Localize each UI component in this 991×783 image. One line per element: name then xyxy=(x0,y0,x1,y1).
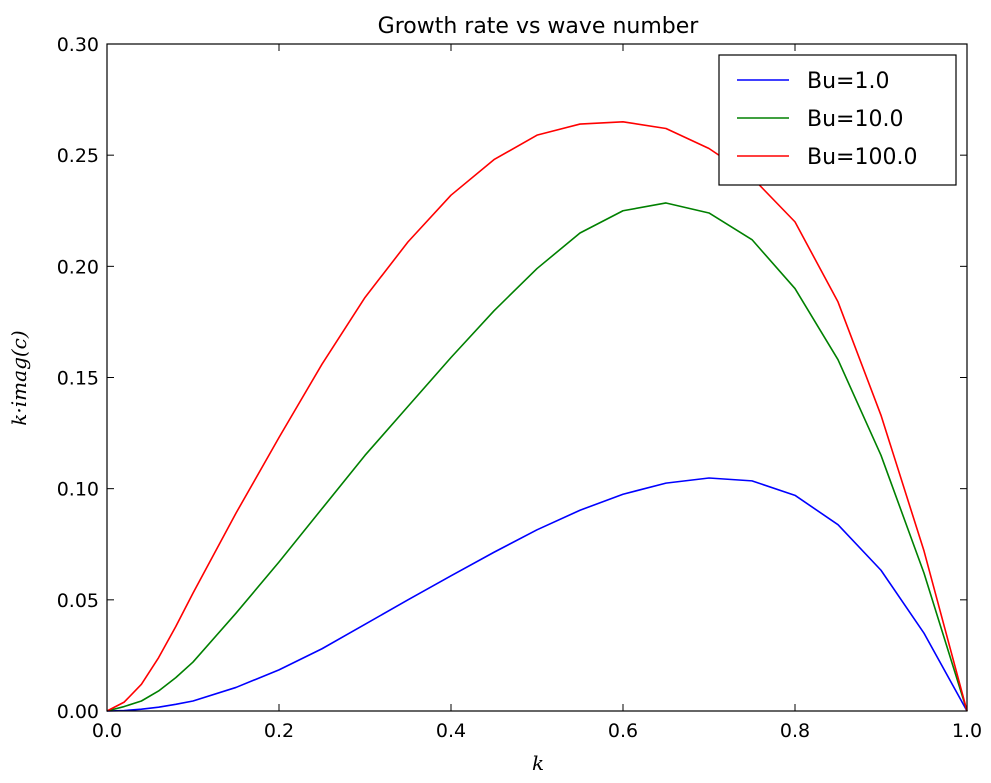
legend-label-0: Bu=1.0 xyxy=(807,69,889,94)
legend-box xyxy=(718,54,957,186)
y-tick-label: 0.25 xyxy=(57,145,99,167)
legend-label-1: Bu=10.0 xyxy=(807,107,903,132)
ticks-layer: 0.0 0.2 0.4 0.6 0.8 1.0 0.00 0.05 0.10 0.15 0.20 0.… xyxy=(57,34,982,742)
y-tick-label: 0.20 xyxy=(57,256,99,278)
x-axis-label: k xyxy=(532,751,544,775)
x-tick-label: 0.2 xyxy=(264,720,294,742)
y-tick-label: 0.00 xyxy=(57,701,99,723)
series-line-1 xyxy=(106,202,968,712)
y-axis-label: k·imag(c) xyxy=(7,330,31,425)
chart-title: Growth rate vs wave number xyxy=(378,14,700,39)
x-tick-label: 0.4 xyxy=(436,720,466,742)
series-line-2 xyxy=(106,121,968,712)
series-layer xyxy=(106,121,968,712)
legend: Bu=1.0 Bu=10.0 Bu=100.0 xyxy=(718,54,957,186)
series-line-0 xyxy=(106,477,968,712)
y-tick-label: 0.15 xyxy=(57,368,99,390)
y-tick-label: 0.30 xyxy=(57,34,99,56)
x-tick-label: 0.0 xyxy=(92,720,122,742)
legend-label-2: Bu=100.0 xyxy=(807,145,917,170)
y-tick-label: 0.05 xyxy=(57,590,99,612)
x-tick-label: 0.6 xyxy=(608,720,638,742)
plot-frame xyxy=(106,43,968,712)
y-tick-label: 0.10 xyxy=(57,479,99,501)
x-tick-label: 1.0 xyxy=(952,720,982,742)
x-tick-label: 0.8 xyxy=(780,720,810,742)
